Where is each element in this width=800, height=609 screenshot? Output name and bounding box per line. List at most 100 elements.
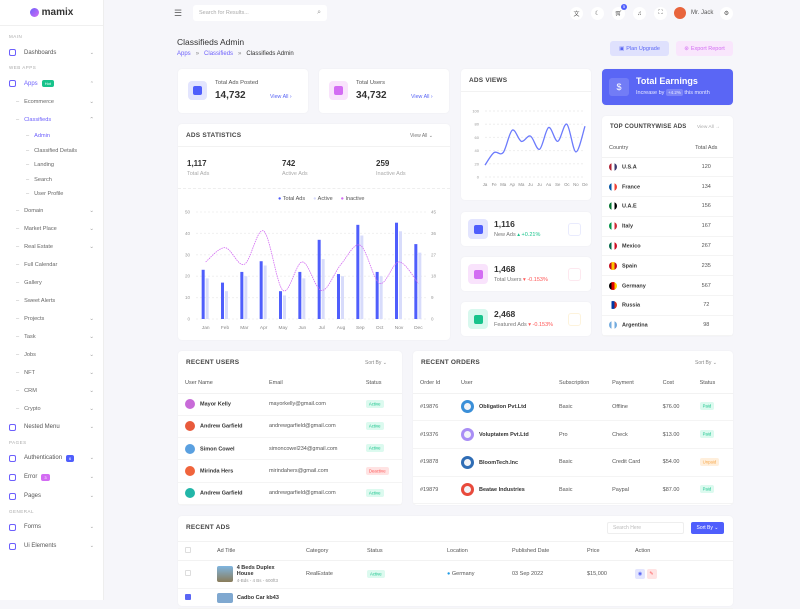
sidebar-item-nested-menu[interactable]: Nested Menu ⌄ [0,418,103,437]
sidebar: mamix MAIN Dashboards ⌄ WEB APPS Apps Hot ⌃… [0,0,104,600]
x-tick-label: Jan [202,325,210,331]
table-row: Mayor Kelly mayorkelly@gmail.com Active [178,393,402,416]
user-menu[interactable]: Mr. Jack [674,7,713,19]
view-all-link[interactable]: View All → [697,125,720,130]
search-input[interactable]: Search for Results... ⌕ [193,5,327,21]
table-row: Italy 167 [602,216,733,237]
sidebar-item-nft[interactable]: NFT⌄ [0,364,103,382]
y-tick-label: 0 [477,175,480,180]
sidebar-item-ui-elements[interactable]: Ui Elements ⌄ [0,537,103,556]
sidebar-item-jobs[interactable]: Jobs⌄ [0,346,103,364]
chevron-down-icon: ⌄ [89,49,94,56]
ad-title-link[interactable]: Cadbo Car kb43 [237,594,279,601]
sidebar-item-task[interactable]: Task⌄ [0,328,103,346]
sidebar-item-ecommerce[interactable]: Ecommerce⌄ [0,93,103,111]
sidebar-item-real-estate[interactable]: Real Estate⌄ [0,238,103,256]
breadcrumb-link[interactable]: Classifieds [204,51,234,57]
bar-active [360,235,364,319]
ads-search-input[interactable]: Search Here [607,522,684,534]
y-tick-label: 60 [475,135,480,140]
status-badge: Active [365,399,384,408]
sidebar-item-user-profile[interactable]: User Profile [0,187,103,202]
bar-total-ads [395,222,398,319]
sidebar-item-forms[interactable]: Forms ⌄ [0,518,103,537]
theme-icon[interactable]: ☾ [591,7,604,20]
select-all-checkbox[interactable] [185,546,191,553]
table-row: Germany 567 [602,275,733,297]
menu-toggle-icon[interactable]: ☰ [174,8,183,18]
bar-active [244,276,248,319]
bar-total-ads [298,271,302,319]
table-row: Mirinda Hers mirindahers@gmail.com Deactiv… [178,459,402,483]
featured-icon [468,309,488,329]
bar-active [205,278,209,319]
arrow-up-icon: ▴ [517,232,521,238]
translate-icon[interactable]: 文 [570,7,583,20]
export-report-button[interactable]: ⊛ Export Report [676,41,733,56]
sidebar-item-crypto[interactable]: Crypto⌄ [0,400,103,418]
recent-ads-card: RECENT ADS Search Here Sort By ⌄ Ad Titl… [178,516,733,609]
table-row: #19376 Voluptatem Pvt.Ltd Pro Check $13.00 Pa… [413,420,733,449]
row-checkbox[interactable] [185,594,191,600]
sidebar-item-landing[interactable]: Landing [0,158,103,173]
x-tick-label: Se [555,182,561,187]
company-logo [461,483,474,497]
avatar [185,421,195,432]
sidebar-item-crm[interactable]: CRM⌄ [0,382,103,400]
brand-logo[interactable]: mamix [0,0,103,26]
sort-by-dropdown[interactable]: Sort By ⌄ [365,360,387,366]
home-icon [9,49,16,56]
bar-active [341,276,344,319]
count-badge: 6 [66,454,75,462]
chevron-down-icon: ⌄ [89,207,94,214]
table-row: #19876 Obligation Pvt.Ltd Basic Offline $76.… [413,393,733,422]
view-all-link[interactable]: View All › [270,94,292,100]
sidebar-item-classifieds[interactable]: Classifieds⌃ [0,111,103,129]
sidebar-item-projects[interactable]: Projects⌄ [0,310,103,328]
view-all-dropdown[interactable]: View All ⌄ [410,133,434,139]
sidebar-item-market-place[interactable]: Market Place⌄ [0,220,103,238]
decorative-icon [568,268,581,281]
sidebar-item-admin[interactable]: Admin [0,129,103,144]
bar-total-ads [375,271,379,319]
sidebar-item-error[interactable]: Error 3 ⌄ [0,468,103,487]
table-row: Spain 235 [602,255,733,277]
sidebar-item-pages[interactable]: Pages ⌄ [0,487,103,506]
bell-icon[interactable]: ♫ [633,7,646,20]
sidebar-item-sweet-alerts[interactable]: Sweet Alerts [0,292,103,310]
ad-title-link[interactable]: 4 Beds Duplex House [236,565,275,577]
gear-icon[interactable]: ⚙ [720,7,733,20]
edit-icon[interactable]: ✎ [646,569,657,579]
sidebar-item-dashboards[interactable]: Dashboards ⌄ [0,43,103,62]
sidebar-item-authentication[interactable]: Authentication 6 ⌄ [0,449,103,468]
ads-statistics-chart: 0 10 20 30 40 50 0 9 18 27 36 45 Jan Feb Mar Apr May Jun J… [185,210,437,332]
bar-active [283,295,286,319]
search-icon[interactable]: ⌕ [317,9,321,16]
x-tick-label: Dec [414,325,423,331]
view-all-link[interactable]: View All › [411,94,433,100]
table-row: France 134 [602,176,733,198]
section-label: PAGES [9,439,27,445]
y2-tick-label: 9 [431,295,434,300]
sidebar-item-classified-details[interactable]: Classified Details [0,144,103,159]
sort-by-dropdown[interactable]: Sort By ⌄ [695,360,717,366]
sidebar-item-gallery[interactable]: Gallery [0,274,103,292]
plan-upgrade-button[interactable]: ▣ Plan Upgrade [610,41,669,56]
sidebar-item-apps[interactable]: Apps Hot ⌃ [0,74,103,93]
x-tick-label: Ap [510,182,516,187]
fullscreen-icon[interactable]: ⛶ [654,7,667,20]
bar-active [263,265,267,319]
chevron-down-icon: ⌄ [89,243,94,250]
sidebar-item-search[interactable]: Search [0,173,103,188]
company-logo [461,455,474,469]
chevron-down-icon: ⌄ [89,524,94,530]
breadcrumb-link[interactable]: Apps [177,51,191,57]
row-checkbox[interactable] [185,570,191,576]
avatar [185,399,195,410]
sidebar-item-full-calendar[interactable]: Full Calendar [0,256,103,274]
sort-by-button[interactable]: Sort By ⌄ [691,522,724,534]
company-logo [461,428,474,442]
sidebar-item-domain[interactable]: Domain⌄ [0,202,103,220]
cart-icon[interactable]: 🛒︎ 5 [612,4,627,20]
view-icon[interactable]: ◉ [635,569,645,579]
